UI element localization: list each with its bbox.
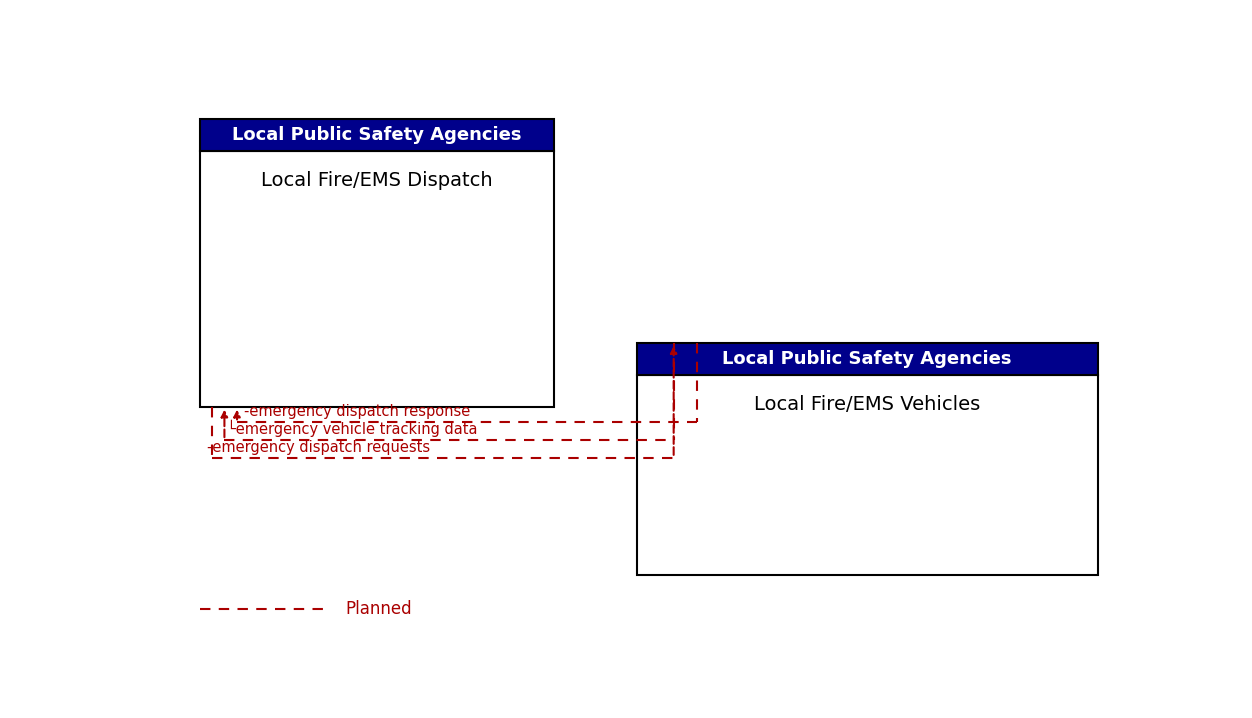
Bar [200, 151, 555, 407]
Text: -emergency dispatch response: -emergency dispatch response [244, 404, 470, 419]
Text: Local Public Safety Agencies: Local Public Safety Agencies [233, 126, 522, 144]
Bar [637, 376, 1098, 575]
Text: Local Public Safety Agencies: Local Public Safety Agencies [722, 350, 1012, 368]
Bar [200, 119, 555, 151]
Text: └emergency vehicle tracking data: └emergency vehicle tracking data [228, 420, 478, 437]
Text: Local Fire/EMS Vehicles: Local Fire/EMS Vehicles [754, 395, 980, 414]
Bar [637, 343, 1098, 376]
Text: -emergency dispatch requests: -emergency dispatch requests [207, 440, 431, 455]
Text: Local Fire/EMS Dispatch: Local Fire/EMS Dispatch [262, 171, 493, 190]
Text: Planned: Planned [346, 600, 412, 617]
